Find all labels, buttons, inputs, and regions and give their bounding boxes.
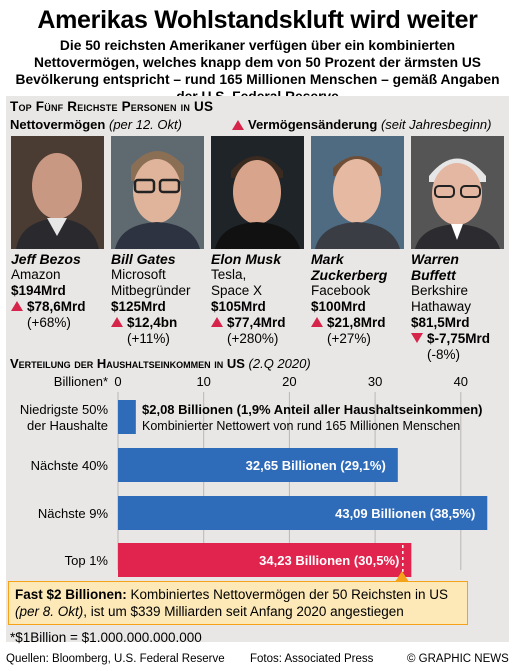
person-net-worth: $194Mrd [11, 283, 66, 298]
tick-label: 0 [114, 374, 121, 389]
triangle-up-icon [111, 317, 123, 328]
person-company: Tesla, [211, 267, 247, 282]
axis-unit-label: Billionen* [54, 374, 108, 389]
footer-photos: Fotos: Associated Press [250, 653, 374, 665]
portrait-photo-gates [111, 136, 204, 249]
bar [118, 400, 136, 434]
callout-text: Kombiniertes Nettovermögen der 50 Reichs… [130, 587, 448, 602]
person-change-value: $12,4bn [127, 315, 178, 330]
tick-label: 10 [196, 374, 210, 389]
portrait-photo-bezos [11, 136, 104, 249]
person-change: $-7,75Mrd [411, 331, 511, 347]
category-label: Top 1% [65, 553, 109, 568]
portrait-photo-musk [211, 136, 304, 249]
category-label: Nächste 9% [38, 506, 109, 521]
callout-pointer [395, 571, 409, 582]
tick-label: 30 [368, 374, 382, 389]
triangle-up-icon [211, 317, 223, 328]
bar-value-label: 43,09 Billionen (38,5%) [335, 506, 475, 521]
person-company: Facebook [311, 283, 371, 298]
footnote: *$1Billion = $1.000.000.000.000 [10, 630, 202, 645]
callout-box: Fast $2 Billionen: Kombiniertes Nettover… [8, 581, 468, 625]
top5-title: Top Fünf Reichste Personen in US [10, 99, 214, 114]
portrait-photo-zuckerberg [311, 136, 404, 249]
person-company: Microsoft [111, 267, 166, 282]
person-name: Warren [411, 251, 459, 267]
person-company: Berkshire [411, 283, 469, 298]
person-company-2: Space X [211, 283, 263, 298]
person-pct: (-8%) [427, 347, 460, 362]
intro-text: Die 50 reichsten Amerikaner verfügen übe… [15, 38, 500, 104]
person-name: Bill Gates [111, 251, 176, 267]
net-label: Nettovermögen (per 12. Okt) [10, 117, 182, 132]
person-change: $12,4bn [111, 315, 211, 331]
person-zuckerberg: Mark Zuckerberg Facebook $100Mrd $21,8Mr… [311, 251, 411, 347]
category-label: Niedrigste 50% [20, 402, 109, 417]
bar [118, 543, 412, 577]
change-label-note: (seit Jahresbeginn) [380, 117, 492, 132]
person-name-2: Zuckerberg [311, 267, 388, 283]
portrait-photo-buffett [411, 136, 504, 249]
callout-note: (per 8. Okt) [15, 604, 84, 619]
person-pct: (+280%) [227, 331, 279, 346]
person-change: $77,4Mrd [211, 315, 311, 331]
person-bezos: Jeff Bezos Amazon $194Mrd $78,6Mrd (+68%… [11, 251, 111, 331]
person-company-2: Hathaway [411, 299, 472, 314]
person-buffett: Warren Buffett Berkshire Hathaway $81,5M… [411, 251, 511, 363]
person-company-2: Mitbegründer [111, 283, 191, 298]
change-label: Vermögensänderung (seit Jahresbeginn) [232, 117, 492, 132]
person-net-worth: $81,5Mrd [411, 315, 470, 330]
person-change-value: $-7,75Mrd [427, 331, 491, 346]
income-distribution-chart: Billionen* 0 10 20 30 40 Niedrigste 50%der Hau… [20, 374, 488, 577]
triangle-up-icon [232, 119, 244, 130]
footer-sources: Quellen: Bloomberg, U.S. Federal Reserve [6, 653, 225, 665]
bar [118, 448, 398, 482]
person-company: Amazon [11, 267, 61, 282]
category-label: der Haushalte [27, 418, 108, 433]
person-musk: Elon Musk Tesla, Space X $105Mrd $77,4Mr… [211, 251, 311, 347]
person-change-value: $78,6Mrd [27, 299, 86, 314]
triangle-down-icon [411, 333, 423, 344]
person-gates: Bill Gates Microsoft Mitbegründer $125Mr… [111, 251, 211, 347]
triangle-up-icon [11, 301, 23, 312]
category-label: Nächste 40% [31, 458, 109, 473]
person-change-value: $77,4Mrd [227, 315, 286, 330]
person-pct: (+27%) [327, 331, 371, 346]
person-change-value: $21,8Mrd [327, 315, 386, 330]
headline: Amerikas Wohlstandskluft wird weiter [37, 6, 478, 34]
person-net-worth: $105Mrd [211, 299, 266, 314]
person-name: Jeff Bezos [11, 251, 81, 267]
person-name-2: Buffett [411, 267, 456, 283]
person-pct: (+68%) [27, 315, 71, 330]
net-label-note: (per 12. Okt) [108, 117, 182, 132]
person-net-worth: $100Mrd [311, 299, 366, 314]
callout-text-2: , ist um $339 Milliarden seit Anfang 202… [83, 604, 404, 619]
tick-label: 20 [282, 374, 296, 389]
distribution-title: Verteilung der Haushaltseinkommen in US … [10, 356, 311, 371]
triangle-up-icon [311, 317, 323, 328]
change-label-text: Vermögensänderung [248, 117, 378, 132]
person-pct: (+11%) [127, 331, 170, 346]
person-net-worth: $125Mrd [111, 299, 166, 314]
distribution-title-text: Verteilung der Haushaltseinkommen in US [10, 356, 245, 371]
distribution-title-note: (2.Q 2020) [248, 356, 311, 371]
person-name: Mark [311, 251, 344, 267]
tick-label: 40 [454, 374, 468, 389]
person-name: Elon Musk [211, 251, 282, 267]
bar-sub-label: Kombinierter Nettowert von rund 165 Mill… [142, 419, 460, 433]
bar [118, 496, 488, 530]
callout-bold: Fast $2 Billionen: [15, 587, 127, 602]
person-change: $78,6Mrd [11, 299, 111, 315]
bar-value-label: 34,23 Billionen (30,5%) [259, 553, 399, 568]
footer-credit: © GRAPHIC NEWS [407, 653, 509, 665]
person-change: $21,8Mrd [311, 315, 411, 331]
net-label-text: Nettovermögen [10, 117, 106, 132]
bar-value-label: $2,08 Billionen (1,9% Anteil aller Haush… [142, 402, 483, 417]
bar-value-label: 32,65 Billionen (29,1%) [246, 458, 386, 473]
